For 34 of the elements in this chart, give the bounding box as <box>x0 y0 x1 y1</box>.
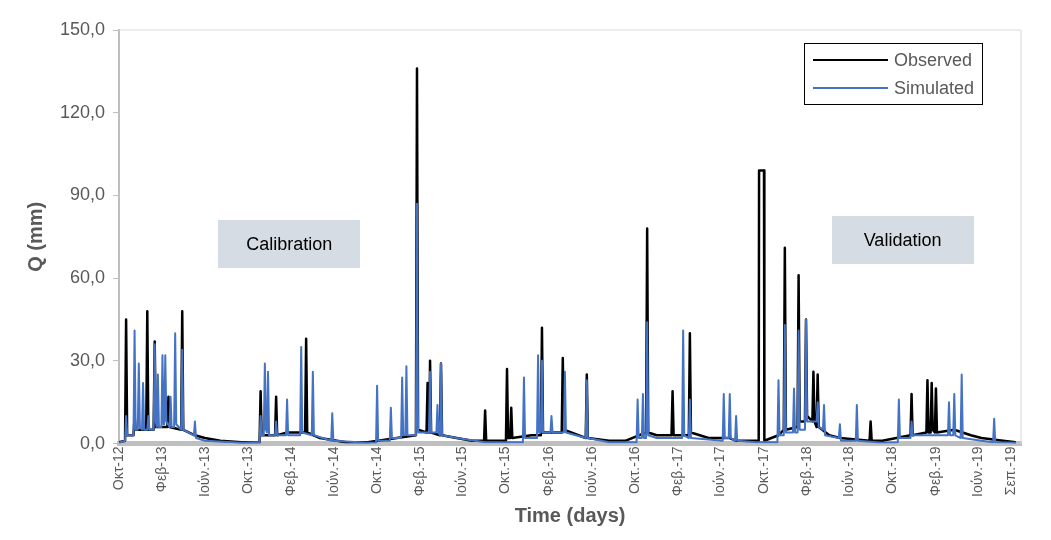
x-tick-label: Ιούν.-16 <box>582 446 599 498</box>
x-tick-label: Ιούν.-15 <box>453 446 470 498</box>
x-axis-title: Time (days) <box>514 503 626 526</box>
x-tick-label: Φεβ.-16 <box>539 446 556 497</box>
x-tick-label: Οκτ.-17 <box>754 446 771 495</box>
y-tick-label: 30,0 <box>70 349 106 370</box>
x-tick-label: Ιούν.-13 <box>195 446 212 498</box>
x-tick-label: Οκτ-12 <box>109 446 126 491</box>
x-tick-label: Οκτ.-16 <box>625 446 642 495</box>
x-tick-label: Φεβ-13 <box>153 446 170 493</box>
x-tick-label: Φεβ.-18 <box>797 446 814 497</box>
x-tick-label: Φεβ.-15 <box>411 446 428 497</box>
y-tick-label: 60,0 <box>70 267 106 288</box>
text-box: Calibration <box>218 220 361 269</box>
y-axis-title: Q (mm) <box>23 201 46 272</box>
x-tick-label: Οκτ.-14 <box>367 446 384 495</box>
y-tick-label: 120,0 <box>60 101 106 122</box>
text-box: Validation <box>831 216 974 265</box>
legend-label: Simulated <box>893 77 974 99</box>
x-tick-label: Ιούν.-19 <box>969 446 986 498</box>
legend-label: Observed <box>893 49 972 71</box>
x-tick-label: Ιούν.-18 <box>840 446 857 498</box>
x-tick-label: Φεβ.-19 <box>926 446 943 497</box>
x-tick-label: Οκτ.-13 <box>238 446 255 495</box>
x-tick-label: Φεβ.-14 <box>282 446 299 497</box>
y-tick-label: 150,0 <box>60 18 106 39</box>
y-tick-label: 90,0 <box>70 184 106 205</box>
x-tick-label: Οκτ.-18 <box>883 446 900 495</box>
x-tick-label: Ιούν.-14 <box>324 446 341 498</box>
x-tick-label: Ιούν.-17 <box>711 446 728 498</box>
x-tick-label: Φεβ.-17 <box>669 446 686 497</box>
y-tick-label: 0,0 <box>80 432 106 453</box>
x-tick-label: Σεπ.-19 <box>1001 446 1018 496</box>
x-tick-label: Οκτ.-15 <box>496 446 513 495</box>
